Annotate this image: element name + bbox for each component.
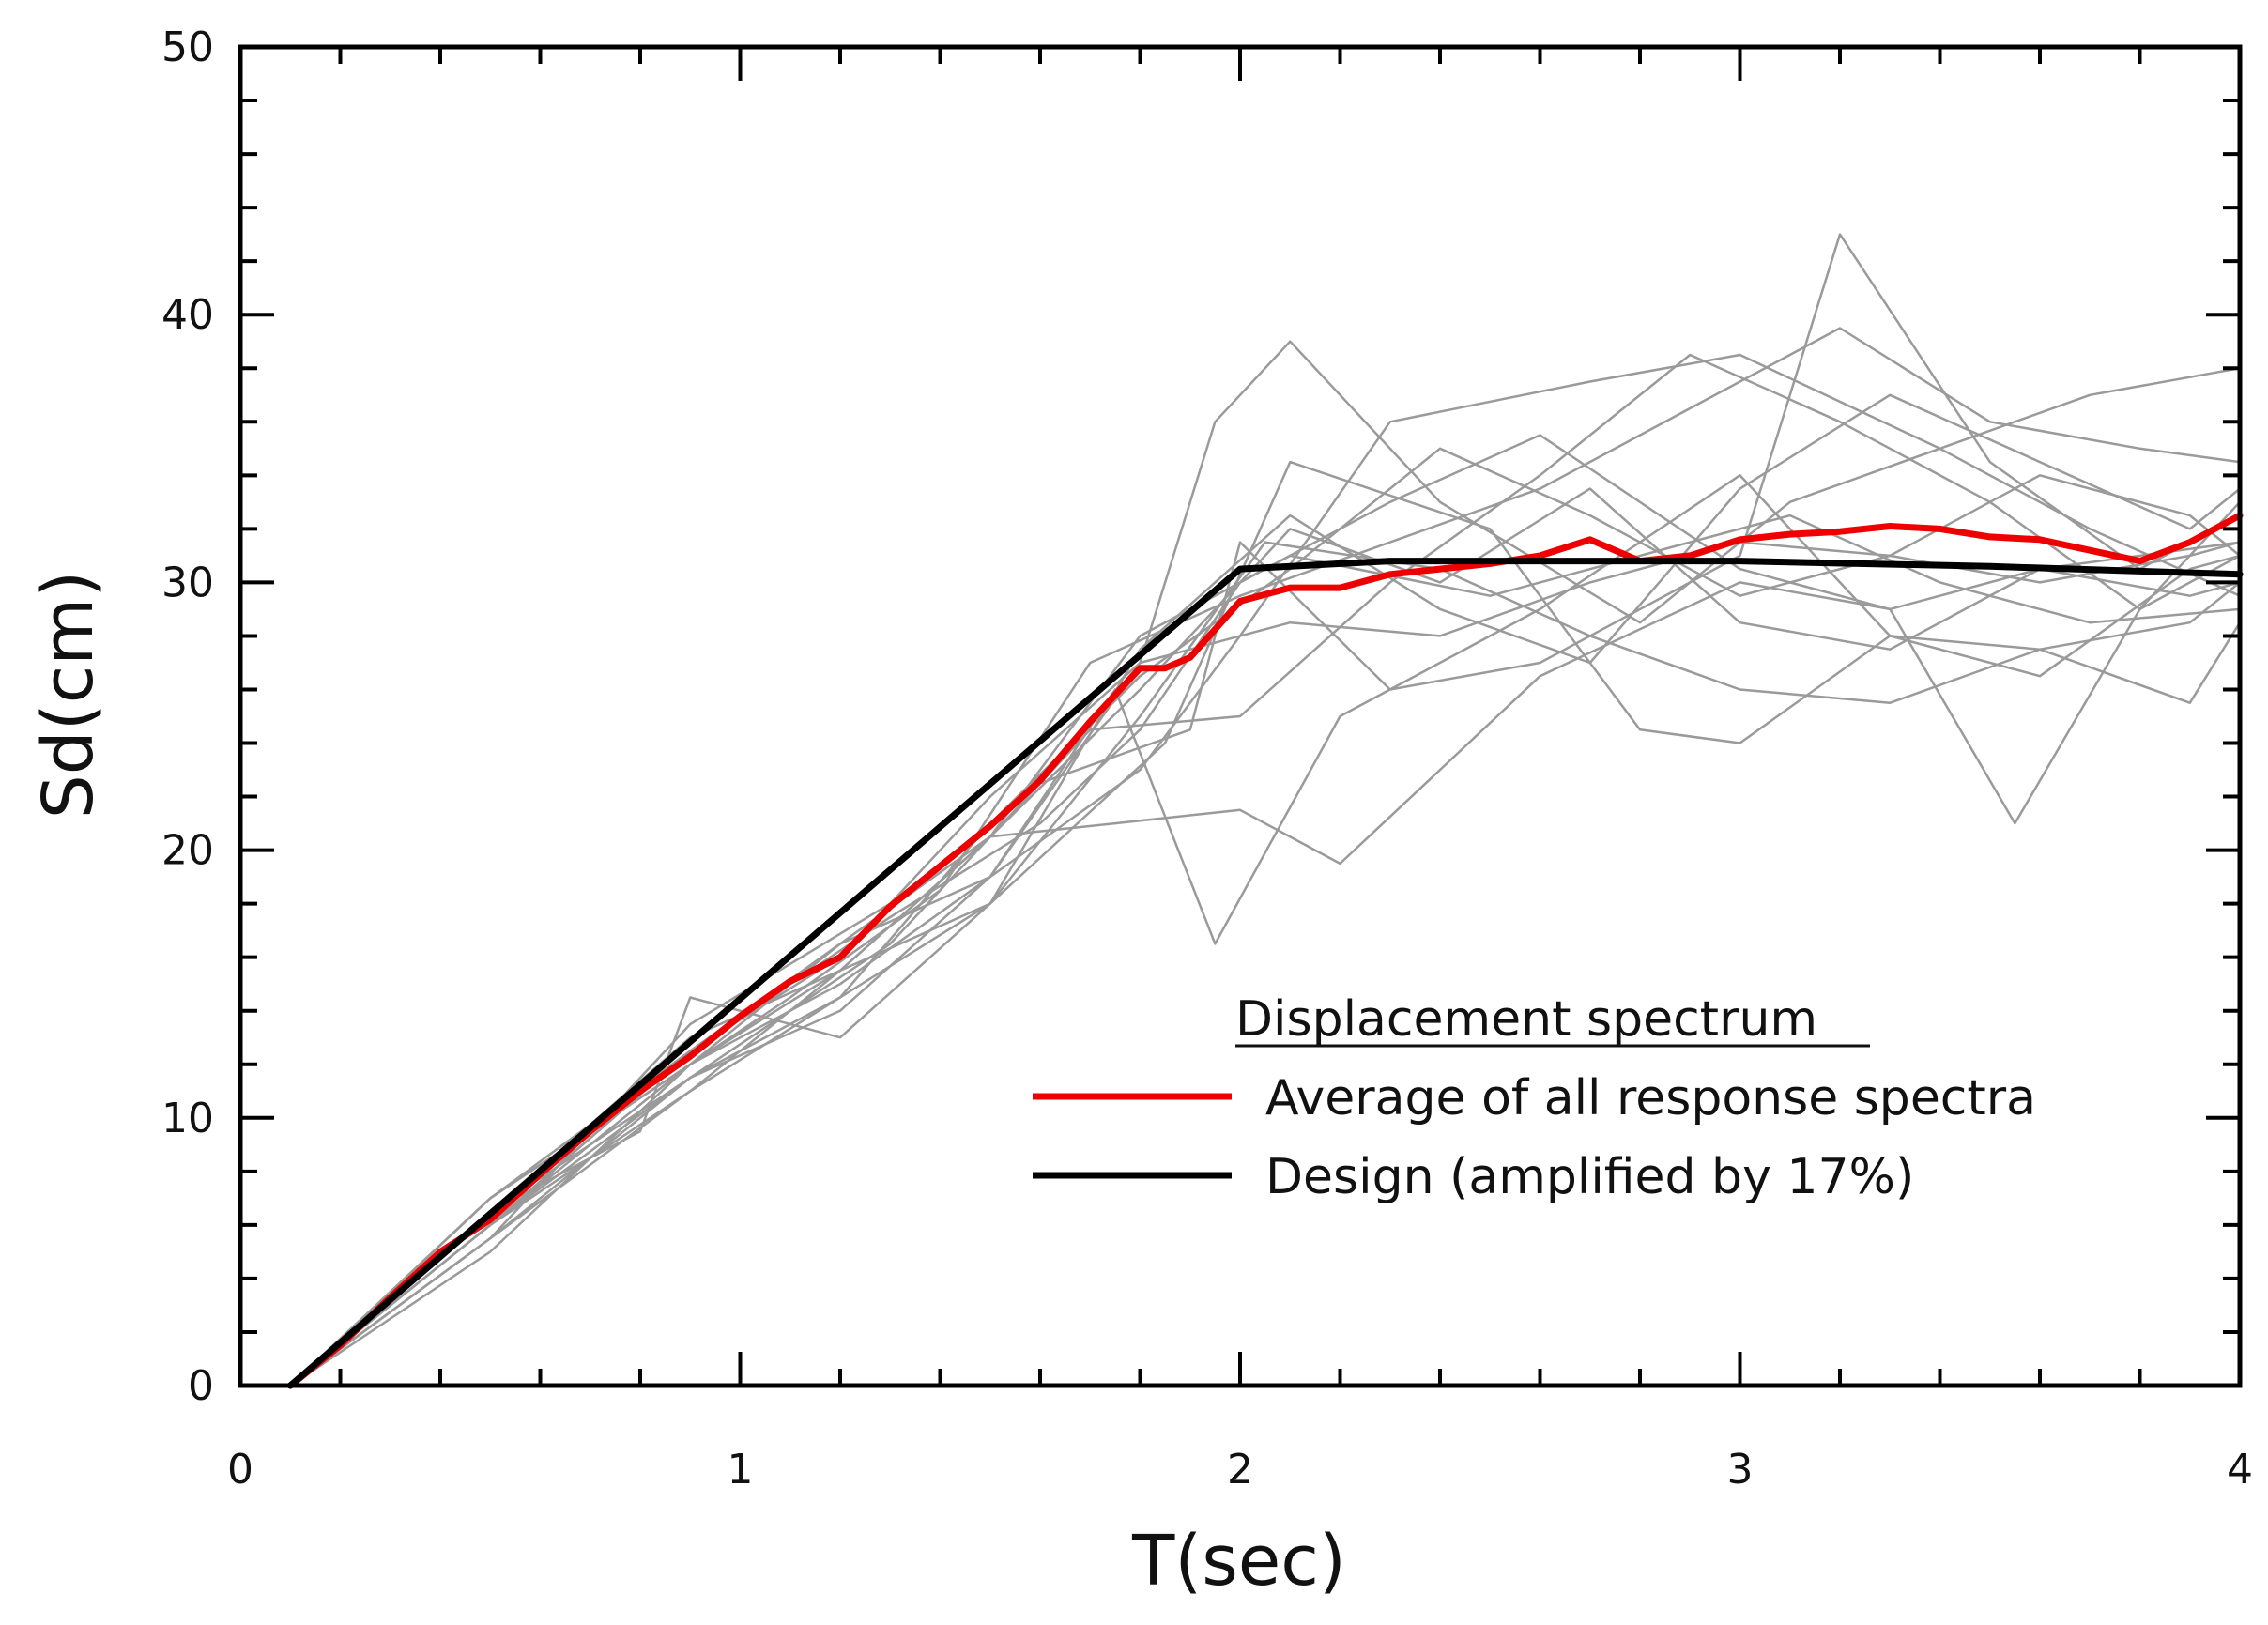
- record-spectrum-line-7: [289, 460, 2242, 1387]
- design-series-line: [286, 558, 2244, 1389]
- record-spectrum-line-11: [289, 541, 2241, 1387]
- x-tick-label: 2: [1227, 1446, 1253, 1494]
- legend-label-average: Average of all response spectra: [1265, 1070, 2036, 1127]
- y-tick-label: 50: [161, 23, 214, 71]
- record-spectrum-line-15: [289, 487, 2241, 1387]
- y-tick-label: 0: [188, 1362, 214, 1410]
- main-series-layer: [286, 512, 2244, 1389]
- x-tick-label: 4: [2227, 1446, 2253, 1494]
- record-spectrum-line-5: [289, 554, 2241, 1387]
- y-tick-label: 10: [161, 1095, 214, 1142]
- x-tick-label: 0: [227, 1446, 253, 1494]
- x-tick-label: 3: [1727, 1446, 1754, 1494]
- x-tick-label: 1: [728, 1446, 754, 1494]
- y-tick-label: 40: [161, 291, 214, 339]
- legend-label-design: Design (amplified by 17%): [1265, 1149, 1914, 1205]
- x-axis-title: T(sec): [1131, 1521, 1346, 1602]
- record-spectrum-line-13: [289, 447, 2241, 1387]
- legend-title: Displacement spectrum: [1235, 991, 1817, 1048]
- y-axis-title: Sd(cm): [28, 571, 109, 819]
- record-spectrum-line-3: [289, 233, 2241, 1387]
- legend: Displacement spectrum Average of all res…: [1033, 991, 2036, 1205]
- y-tick-label: 30: [161, 559, 214, 606]
- average-series-line: [286, 512, 2244, 1389]
- record-spectra-layer: [289, 233, 2242, 1387]
- record-spectrum-line-2: [289, 340, 2241, 1387]
- y-tick-label: 20: [161, 827, 214, 875]
